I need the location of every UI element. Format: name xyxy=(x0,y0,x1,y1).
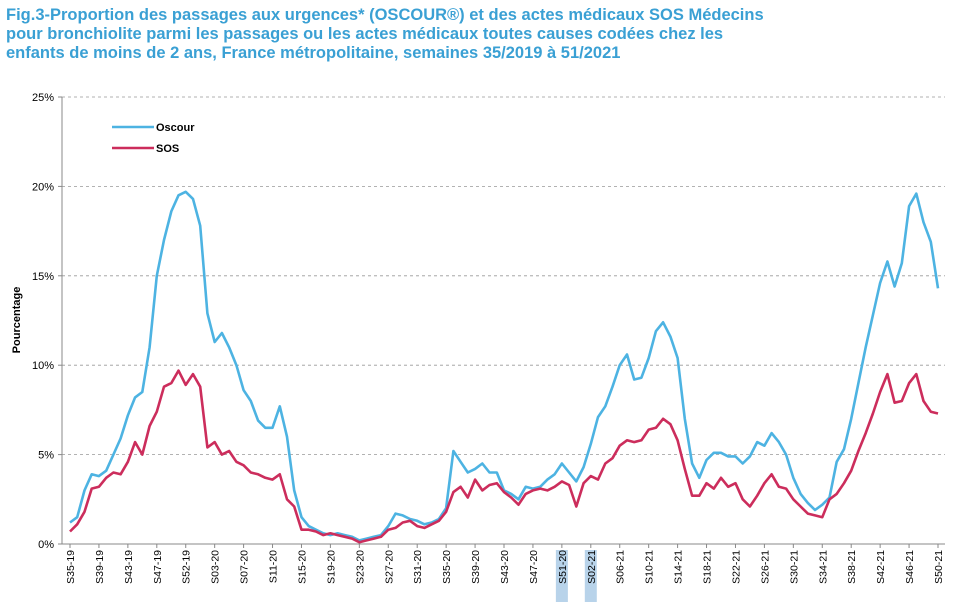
x-tick-label: S43-20 xyxy=(499,550,511,584)
y-tick-label: 20% xyxy=(32,181,54,193)
x-tick-label: S50-21 xyxy=(933,550,945,584)
y-tick-label: 15% xyxy=(32,271,54,283)
x-tick-label: S38-21 xyxy=(846,550,858,584)
y-tick-label: 25% xyxy=(32,92,54,104)
label-highlight xyxy=(555,550,568,602)
x-tick-label: S47-20 xyxy=(528,550,540,584)
x-tick-label: S11-20 xyxy=(268,550,280,583)
x-tick-label: S39-20 xyxy=(470,550,482,584)
series-line xyxy=(69,190,940,542)
legend-label: SOS xyxy=(156,143,179,155)
x-tick-label: S14-21 xyxy=(673,550,685,584)
y-tick-label: 0% xyxy=(38,539,54,551)
x-tick-label: S03-20 xyxy=(210,550,222,584)
x-tick-label: S10-21 xyxy=(644,550,656,584)
x-tick-label: S18-21 xyxy=(702,550,714,584)
chart-title: pour bronchiolite parmi les passages ou … xyxy=(6,25,723,43)
x-tick-label: S06-21 xyxy=(615,550,627,584)
x-tick-label: S19-20 xyxy=(325,550,337,584)
x-tick-label: S07-20 xyxy=(239,550,251,584)
chart-title: enfants de moins de 2 ans, France métrop… xyxy=(6,44,620,62)
x-tick-label: S15-20 xyxy=(296,550,308,584)
x-tick-label: S35-19 xyxy=(65,550,77,584)
x-tick-label: S42-21 xyxy=(875,550,887,584)
x-tick-label: S30-21 xyxy=(788,550,800,584)
x-tick-label: S43-19 xyxy=(123,550,135,584)
x-tick-label: S47-19 xyxy=(152,550,164,584)
x-tick-label: S35-20 xyxy=(441,550,453,584)
y-axis-label: Pourcentage xyxy=(11,287,23,354)
label-highlight xyxy=(584,550,597,602)
x-tick-label: S26-21 xyxy=(759,550,771,584)
x-tick-label: S46-21 xyxy=(904,550,916,584)
x-tick-label: S52-19 xyxy=(181,550,193,584)
legend-label: Oscour xyxy=(156,122,195,134)
x-tick-label: S02-21 xyxy=(586,550,598,584)
x-tick-label: S22-21 xyxy=(730,550,742,584)
y-tick-label: 10% xyxy=(32,360,54,372)
x-tick-label: S23-20 xyxy=(354,550,366,584)
chart-title: Fig.3-Proportion des passages aux urgenc… xyxy=(6,6,764,24)
x-tick-label: S34-21 xyxy=(817,550,829,584)
x-tick-label: S31-20 xyxy=(412,550,424,584)
x-tick-label: S27-20 xyxy=(383,550,395,584)
series-line xyxy=(69,369,939,544)
x-tick-label: S51-20 xyxy=(557,550,569,584)
y-tick-label: 5% xyxy=(38,450,54,462)
x-tick-label: S39-19 xyxy=(94,550,106,584)
